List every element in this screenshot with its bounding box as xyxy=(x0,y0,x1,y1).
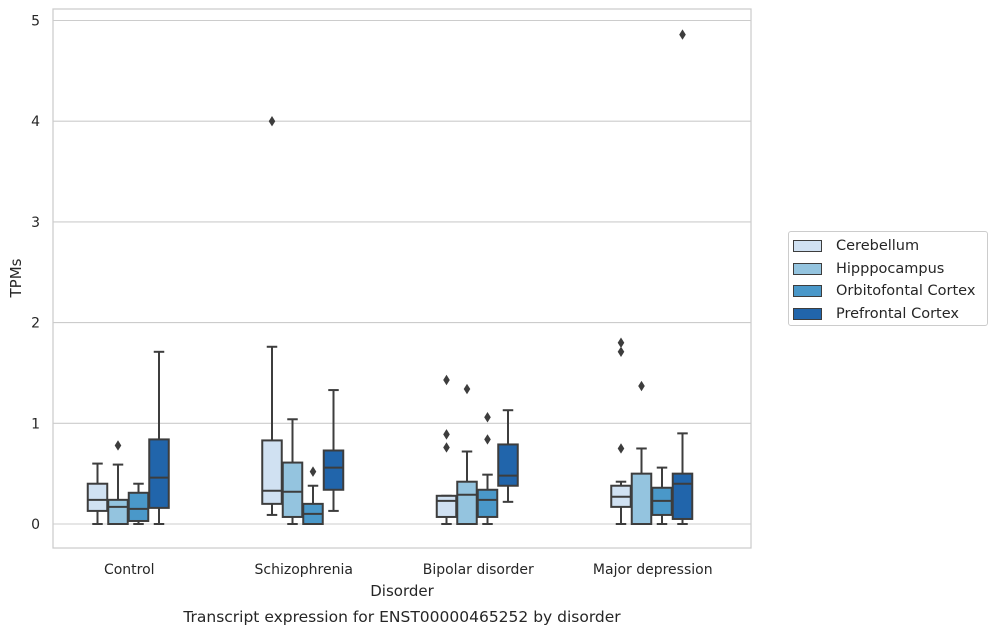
box-cerebellum xyxy=(86,462,109,525)
legend-swatch xyxy=(793,307,822,320)
box-orbitofontal-cortex xyxy=(302,466,324,525)
box-body xyxy=(148,438,170,509)
outlier-point xyxy=(443,442,450,453)
outlier-point xyxy=(484,434,491,445)
outlier-point xyxy=(484,412,491,423)
legend-item: Cerebellum xyxy=(793,235,987,258)
box-body xyxy=(261,439,283,505)
legend-swatch xyxy=(793,240,822,253)
legend-swatch xyxy=(793,285,822,298)
y-tick-label: 4 xyxy=(31,114,40,130)
outlier-point xyxy=(679,29,686,40)
box-prefrontal-cortex xyxy=(497,409,519,503)
box-body xyxy=(630,472,653,525)
legend: Cerebellum Hipppocampus Orbitofontal Cor… xyxy=(788,231,988,326)
outlier-point xyxy=(463,383,471,395)
box-body xyxy=(127,491,150,522)
box-orbitofontal-cortex xyxy=(127,482,150,525)
box-hipppocampus xyxy=(281,418,304,525)
legend-label: Hipppocampus xyxy=(836,260,945,277)
legend-swatch xyxy=(793,262,822,275)
legend-label: Cerebellum xyxy=(836,238,920,255)
box-body xyxy=(456,480,478,525)
tick-labels: 0 1 2 3 4 5 Control Schizophrenia Bipolar disord… xyxy=(31,14,713,579)
x-tick-label: Major depression xyxy=(593,562,713,578)
box-body xyxy=(281,461,304,518)
y-axis-label: TPMs xyxy=(7,258,25,298)
chart-caption: Transcript expression for ENST0000046525… xyxy=(182,608,621,626)
legend-item: Orbitofontal Cortex xyxy=(793,280,987,303)
box-prefrontal-cortex xyxy=(671,29,694,525)
boxes xyxy=(86,29,694,525)
box-prefrontal-cortex xyxy=(322,389,345,512)
grid-lines xyxy=(53,19,751,525)
y-tick-label: 0 xyxy=(31,517,40,533)
y-tick-label: 3 xyxy=(31,215,40,231)
box-prefrontal-cortex xyxy=(148,350,170,525)
outlier-point xyxy=(638,380,645,392)
box-body xyxy=(322,449,345,491)
legend-item: Prefrontal Cortex xyxy=(793,303,987,326)
box-body xyxy=(107,498,129,525)
legend-label: Orbitofontal Cortex xyxy=(836,283,976,300)
outlier-point xyxy=(443,429,450,440)
box-body xyxy=(476,488,499,518)
x-tick-label: Bipolar disorder xyxy=(423,562,534,578)
y-tick-label: 5 xyxy=(31,14,40,30)
x-tick-label: Schizophrenia xyxy=(255,562,353,578)
x-axis-label: Disorder xyxy=(370,582,434,600)
outlier-point xyxy=(309,466,317,477)
box-hipppocampus xyxy=(630,380,653,525)
outlier-point xyxy=(617,337,625,348)
box-orbitofontal-cortex xyxy=(476,412,499,525)
outlier-point xyxy=(443,374,450,386)
box-cerebellum xyxy=(435,374,458,525)
box-body xyxy=(497,443,519,487)
x-tick-label: Control xyxy=(104,562,155,578)
legend-item: Hipppocampus xyxy=(793,258,987,281)
plot-frame xyxy=(52,8,752,549)
outlier-point xyxy=(114,440,122,451)
box-body xyxy=(435,494,458,518)
box-body xyxy=(671,472,694,520)
box-orbitofontal-cortex xyxy=(651,466,673,525)
y-tick-label: 1 xyxy=(31,416,40,432)
outlier-point xyxy=(268,116,276,127)
box-body xyxy=(86,482,109,512)
y-tick-label: 2 xyxy=(31,316,40,332)
outlier-point xyxy=(617,346,625,358)
legend-label: Prefrontal Cortex xyxy=(836,305,959,322)
outlier-point xyxy=(617,443,625,454)
box-cerebellum xyxy=(610,337,632,525)
